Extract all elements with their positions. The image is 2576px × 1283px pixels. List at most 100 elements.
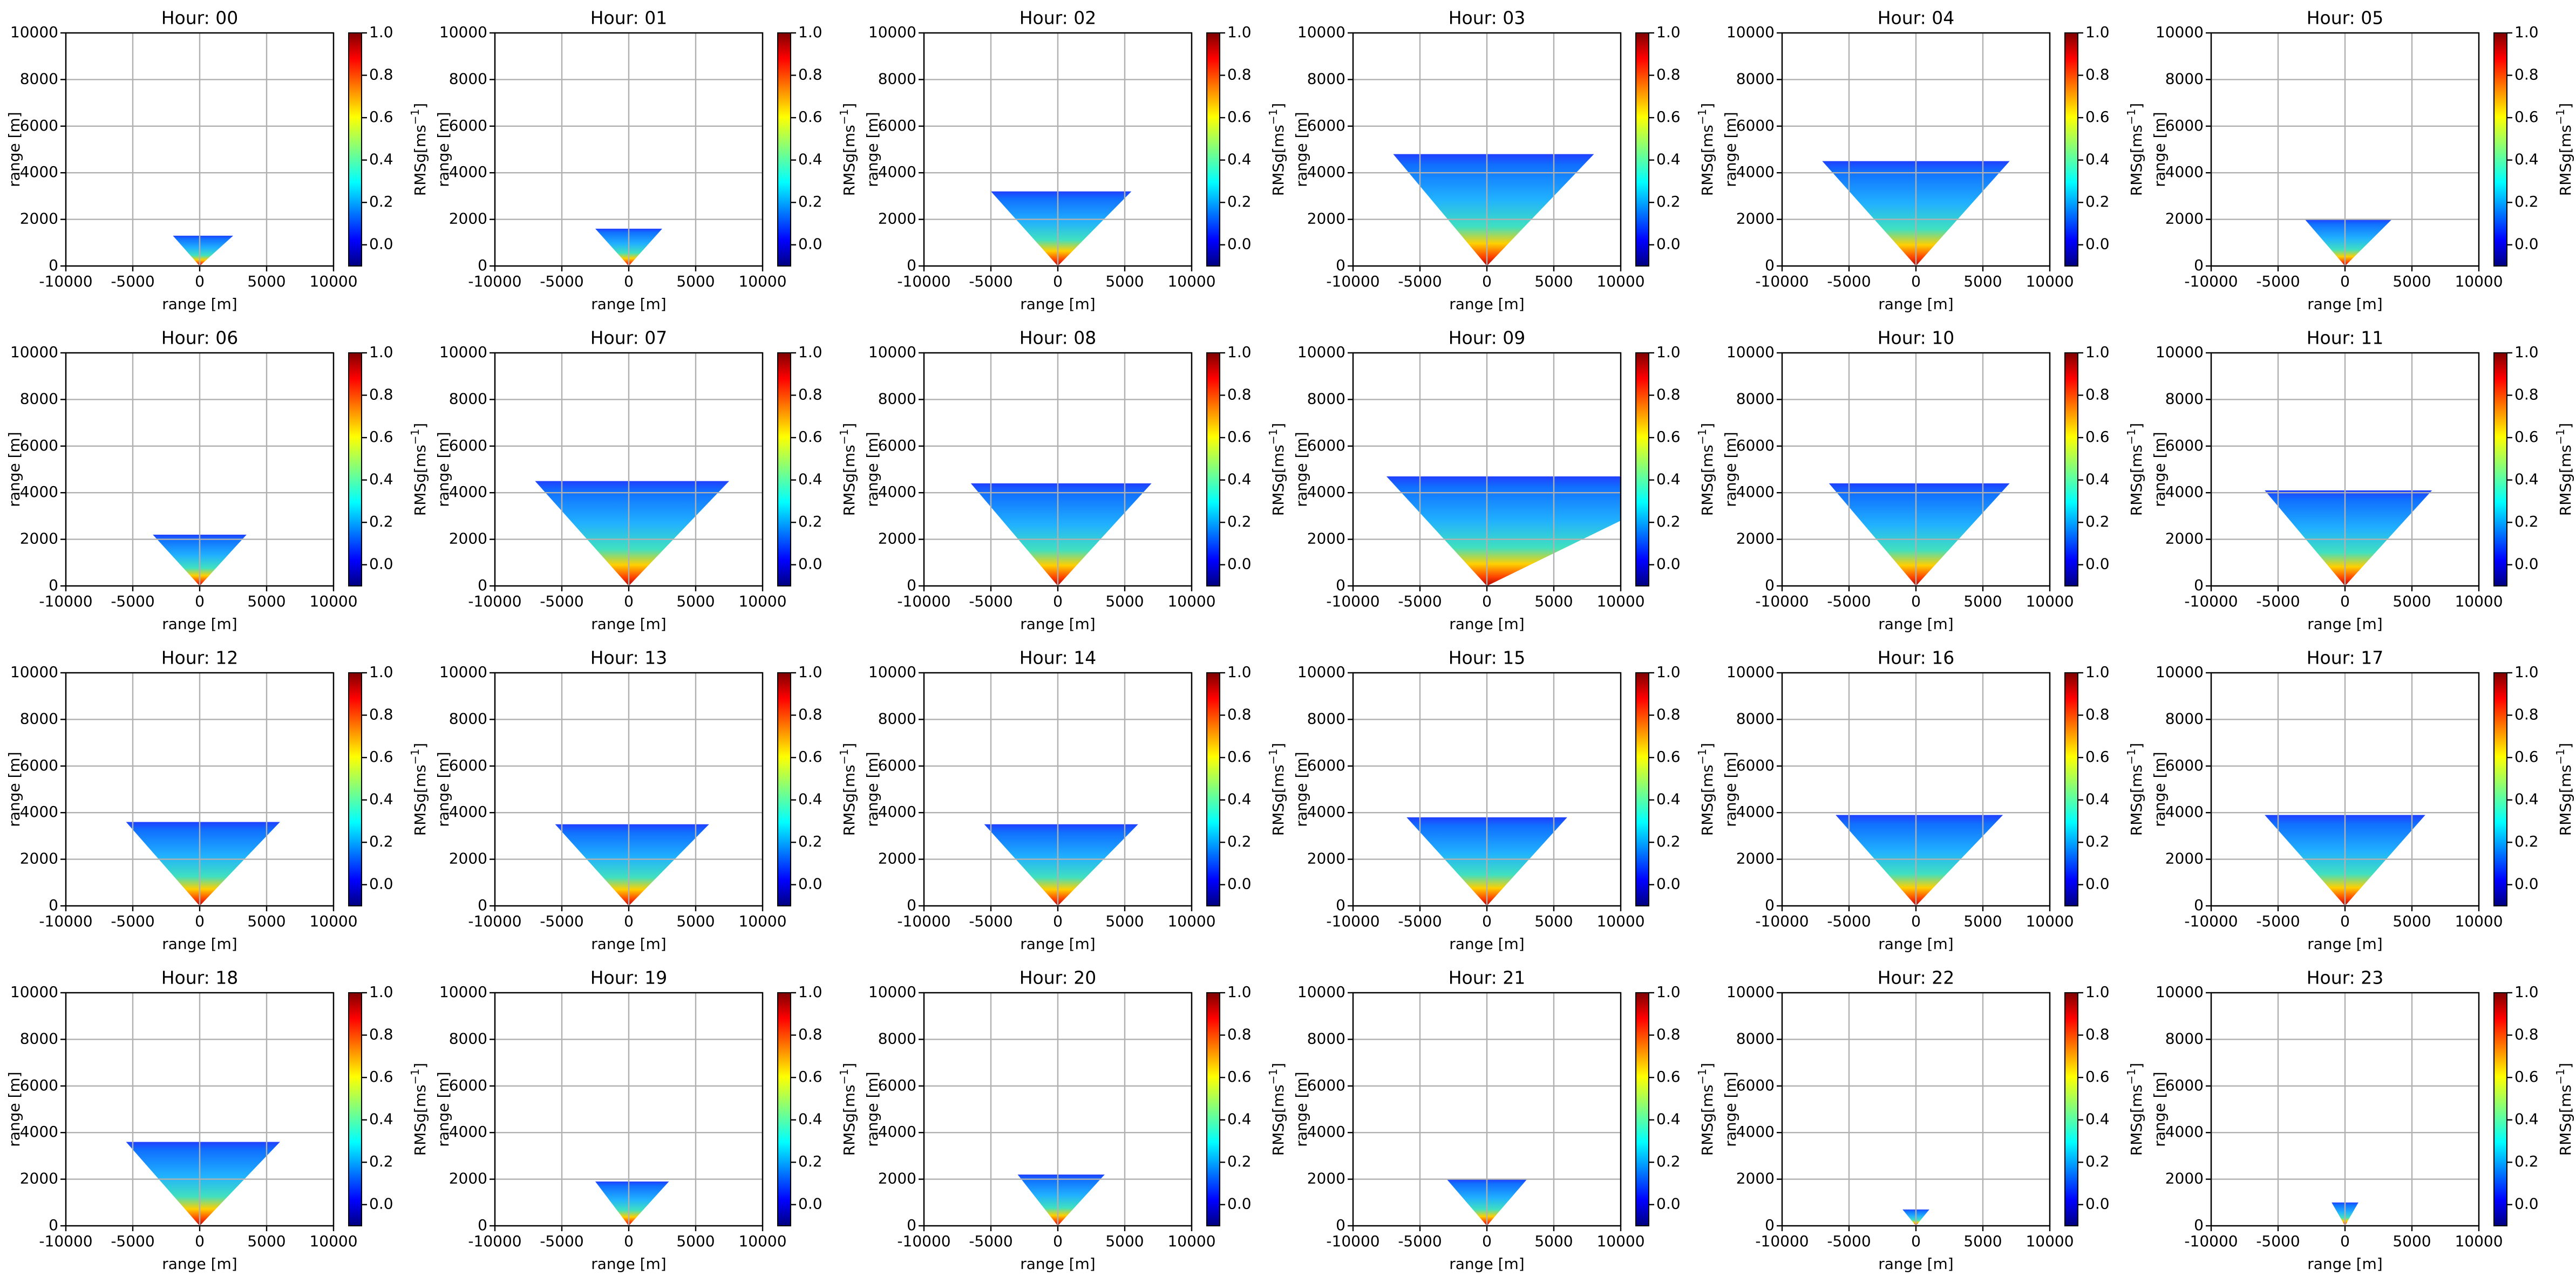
colorbar-label-text: RMSg[ms — [840, 125, 858, 196]
y-tick-label: 0 — [1336, 576, 1345, 594]
colorbar-tick-label: 0.4 — [2514, 151, 2539, 168]
colorbar-label-text: RMSg[ms — [840, 1084, 858, 1156]
x-tick-label: 10000 — [2026, 592, 2074, 610]
x-tick-label: 5000 — [1963, 1232, 2002, 1250]
colorbar-label: RMSg[ms−1] — [2554, 423, 2575, 516]
colorbar-label: RMSg[ms−1] — [838, 103, 859, 196]
colorbar-tick-label: 0.2 — [2085, 1152, 2110, 1170]
x-tick-label: 5000 — [1534, 912, 1573, 930]
colorbar-label-text: RMSg[ms — [411, 445, 429, 516]
colorbar-tick-label: 0.8 — [2514, 386, 2539, 404]
y-tick-label: 8000 — [2165, 70, 2204, 87]
y-tick-label: 4000 — [1736, 163, 1775, 181]
colorbar-label: RMSg[ms−1] — [409, 103, 430, 196]
chart-title: Hour: 00 — [161, 8, 239, 29]
colorbar-tick-label: 0.2 — [2514, 193, 2539, 210]
x-tick-label: -10000 — [2184, 1232, 2238, 1250]
colorbar-tick-label: 1.0 — [369, 663, 393, 681]
x-tick-label: 0 — [195, 272, 205, 290]
colorbar-label-superscript: −1 — [409, 109, 422, 125]
chart-title: Hour: 04 — [1878, 8, 1955, 29]
colorbar-label-text: RMSg[ms — [840, 765, 858, 836]
chart-title: Hour: 19 — [590, 967, 668, 988]
colorbar — [1206, 992, 1220, 1226]
y-tick-label: 8000 — [878, 709, 916, 727]
colorbar-tick-label: 0.8 — [369, 706, 393, 724]
colorbar-tick-label: 0.0 — [798, 875, 823, 893]
colorbar-label-suffix: ] — [1698, 743, 1716, 749]
colorbar-tick-label: 0.0 — [369, 555, 393, 573]
x-axis-label: range [m] — [1878, 615, 1953, 633]
x-tick-label: 10000 — [2455, 272, 2503, 290]
colorbar-tick-label: 0.4 — [1227, 470, 1252, 488]
x-axis-label: range [m] — [1020, 615, 1095, 633]
subplot: -10000 -5000 0 5000 10000 0 2000 4000 6000 8000 10… — [5, 8, 429, 313]
colorbar-tick-label: 0.6 — [1227, 1068, 1252, 1086]
x-tick-label: 0 — [2340, 912, 2350, 930]
colorbar-tick-label: 0.0 — [369, 1195, 393, 1213]
y-tick-label: 0 — [49, 1216, 58, 1234]
colorbar-label-text: RMSg[ms — [1269, 1084, 1287, 1156]
colorbar-label-text: RMSg[ms — [2128, 125, 2145, 196]
axes-frame — [2210, 672, 2480, 907]
y-tick-label: 0 — [478, 896, 487, 914]
colorbar-label: RMSg[ms−1] — [1267, 423, 1288, 516]
chart-title: Hour: 23 — [2307, 967, 2384, 988]
colorbar — [2493, 352, 2507, 586]
y-tick-label: 4000 — [1307, 1123, 1345, 1141]
x-tick-label: -10000 — [1755, 1232, 1809, 1250]
x-tick-label: -10000 — [897, 1232, 950, 1250]
y-tick-label: 8000 — [1307, 709, 1345, 727]
subplot: -10000 -5000 0 5000 10000 0 2000 4000 6000 8000 10… — [1293, 967, 1716, 1273]
chart-title: Hour: 13 — [590, 647, 668, 668]
x-tick-label: -5000 — [1398, 272, 1442, 290]
colorbar-tick-label: 0.0 — [798, 235, 823, 253]
y-tick-label: 0 — [907, 1216, 916, 1234]
x-tick-label: -5000 — [1827, 272, 1871, 290]
subplot: -10000 -5000 0 5000 10000 0 2000 4000 6000 8000 10… — [864, 647, 1287, 953]
colorbar-label-text: RMSg[ms — [1269, 445, 1287, 516]
x-tick-label: 10000 — [1167, 912, 1215, 930]
colorbar-label: RMSg[ms−1] — [2125, 103, 2146, 196]
colorbar — [777, 32, 791, 267]
colorbar-tick-label: 0.2 — [798, 513, 823, 530]
colorbar-label-superscript: −1 — [1696, 109, 1709, 125]
x-tick-label: 0 — [1911, 592, 1921, 610]
colorbar-label: RMSg[ms−1] — [1696, 423, 1717, 516]
axes-frame — [494, 352, 764, 587]
x-tick-label: -10000 — [39, 1232, 92, 1250]
colorbar-tick-label: 0.0 — [369, 875, 393, 893]
chart-title: Hour: 16 — [1878, 647, 1955, 668]
x-axis-label: range [m] — [2307, 295, 2382, 313]
chart-title: Hour: 20 — [1019, 967, 1097, 988]
y-axis-label: range [m] — [434, 112, 452, 187]
colorbar-label-superscript: −1 — [838, 429, 851, 445]
colorbar-label-text: RMSg[ms — [2128, 1084, 2145, 1156]
colorbar-label-superscript: −1 — [2554, 429, 2567, 445]
x-tick-label: -10000 — [2184, 272, 2238, 290]
colorbar — [2493, 992, 2507, 1226]
colorbar-tick-label: 0.6 — [1656, 428, 1681, 446]
colorbar-tick-label: 0.4 — [369, 470, 393, 488]
x-tick-label: -5000 — [2256, 272, 2300, 290]
colorbar-tick-label: 0.6 — [1227, 748, 1252, 766]
colorbar-label: RMSg[ms−1] — [409, 1063, 430, 1156]
colorbar-label-suffix: ] — [1269, 423, 1287, 429]
x-tick-label: 0 — [624, 592, 634, 610]
x-tick-label: 5000 — [1105, 272, 1144, 290]
colorbar-label-text: RMSg[ms — [1698, 445, 1716, 516]
x-tick-label: 0 — [624, 272, 634, 290]
colorbar-tick-label: 1.0 — [1656, 663, 1681, 681]
colorbar-tick-label: 0.8 — [2085, 66, 2110, 84]
axes-frame — [2210, 32, 2480, 267]
colorbar-label-superscript: −1 — [838, 1069, 851, 1084]
colorbar-label-text: RMSg[ms — [2128, 765, 2145, 836]
scan-area — [126, 822, 280, 906]
colorbar-label-superscript: −1 — [409, 749, 422, 765]
x-axis-label: range [m] — [591, 615, 666, 633]
y-tick-label: 10000 — [439, 23, 487, 41]
y-tick-label: 2000 — [2165, 210, 2204, 228]
colorbar-tick-label: 0.6 — [2514, 1068, 2539, 1086]
colorbar-label-suffix: ] — [1698, 103, 1716, 109]
y-tick-label: 10000 — [439, 343, 487, 361]
